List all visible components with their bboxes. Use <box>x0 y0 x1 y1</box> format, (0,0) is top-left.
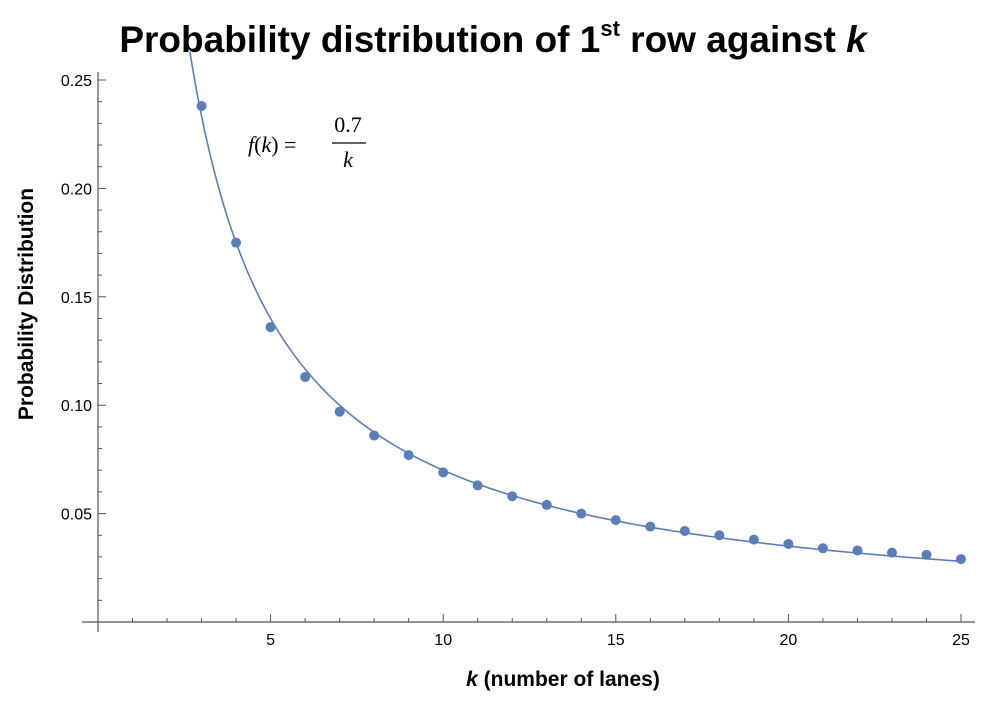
x-tick-label: 15 <box>607 632 625 649</box>
y-tick-label: 0.10 <box>61 398 92 415</box>
formula-equals: = <box>284 132 296 157</box>
data-point <box>541 499 552 510</box>
formula-denominator: k <box>343 147 354 172</box>
formula-function: f <box>248 132 257 157</box>
data-point <box>334 406 345 417</box>
data-point <box>265 322 276 333</box>
data-point <box>645 521 656 532</box>
formula-lhs: f(k) = <box>248 132 296 157</box>
data-points <box>196 101 966 565</box>
data-point <box>403 450 414 461</box>
data-point <box>438 467 449 478</box>
title-variable: k <box>846 19 869 60</box>
data-point <box>783 538 794 549</box>
data-point <box>956 554 966 565</box>
x-ticks: 5 10 15 20 25 <box>132 614 970 649</box>
title-prefix: Probability distribution of 1 <box>119 19 600 60</box>
x-tick-label: 10 <box>434 632 452 649</box>
data-point <box>300 372 311 383</box>
data-point <box>852 545 863 556</box>
formula-annotation: f(k) = 0.7 k <box>248 112 366 172</box>
y-axis-label: Probability Distribution <box>15 188 38 420</box>
data-point <box>921 549 932 560</box>
data-point <box>714 530 725 541</box>
data-point <box>231 237 242 248</box>
x-axis-label: k (number of lanes) <box>466 668 660 691</box>
x-tick-label: 25 <box>952 632 970 649</box>
data-point <box>817 543 828 554</box>
data-point <box>196 101 207 112</box>
title-middle: row against <box>620 19 846 60</box>
data-point <box>507 491 518 502</box>
data-point <box>886 547 897 558</box>
title-superscript: st <box>600 16 620 41</box>
fit-curve <box>189 51 962 563</box>
y-ticks: 0.05 0.10 0.15 0.20 0.25 <box>61 73 106 601</box>
x-tick-label: 5 <box>266 632 275 649</box>
chart-title: Probability distribution of 1st row agai… <box>119 16 869 60</box>
formula-numerator: 0.7 <box>334 112 362 137</box>
data-point <box>472 480 483 491</box>
x-axis-label-rest: (number of lanes) <box>478 668 660 691</box>
x-axis-label-variable: k <box>466 668 479 691</box>
y-tick-label: 0.20 <box>61 181 92 198</box>
data-point <box>679 525 690 536</box>
data-point <box>748 534 759 545</box>
y-tick-label: 0.05 <box>61 507 92 524</box>
data-point <box>576 508 587 519</box>
data-point <box>369 430 380 441</box>
data-point <box>610 515 621 526</box>
y-tick-label: 0.15 <box>61 290 92 307</box>
formula-argument: k <box>261 132 272 157</box>
x-tick-label: 20 <box>780 632 798 649</box>
y-tick-label: 0.25 <box>61 73 92 90</box>
